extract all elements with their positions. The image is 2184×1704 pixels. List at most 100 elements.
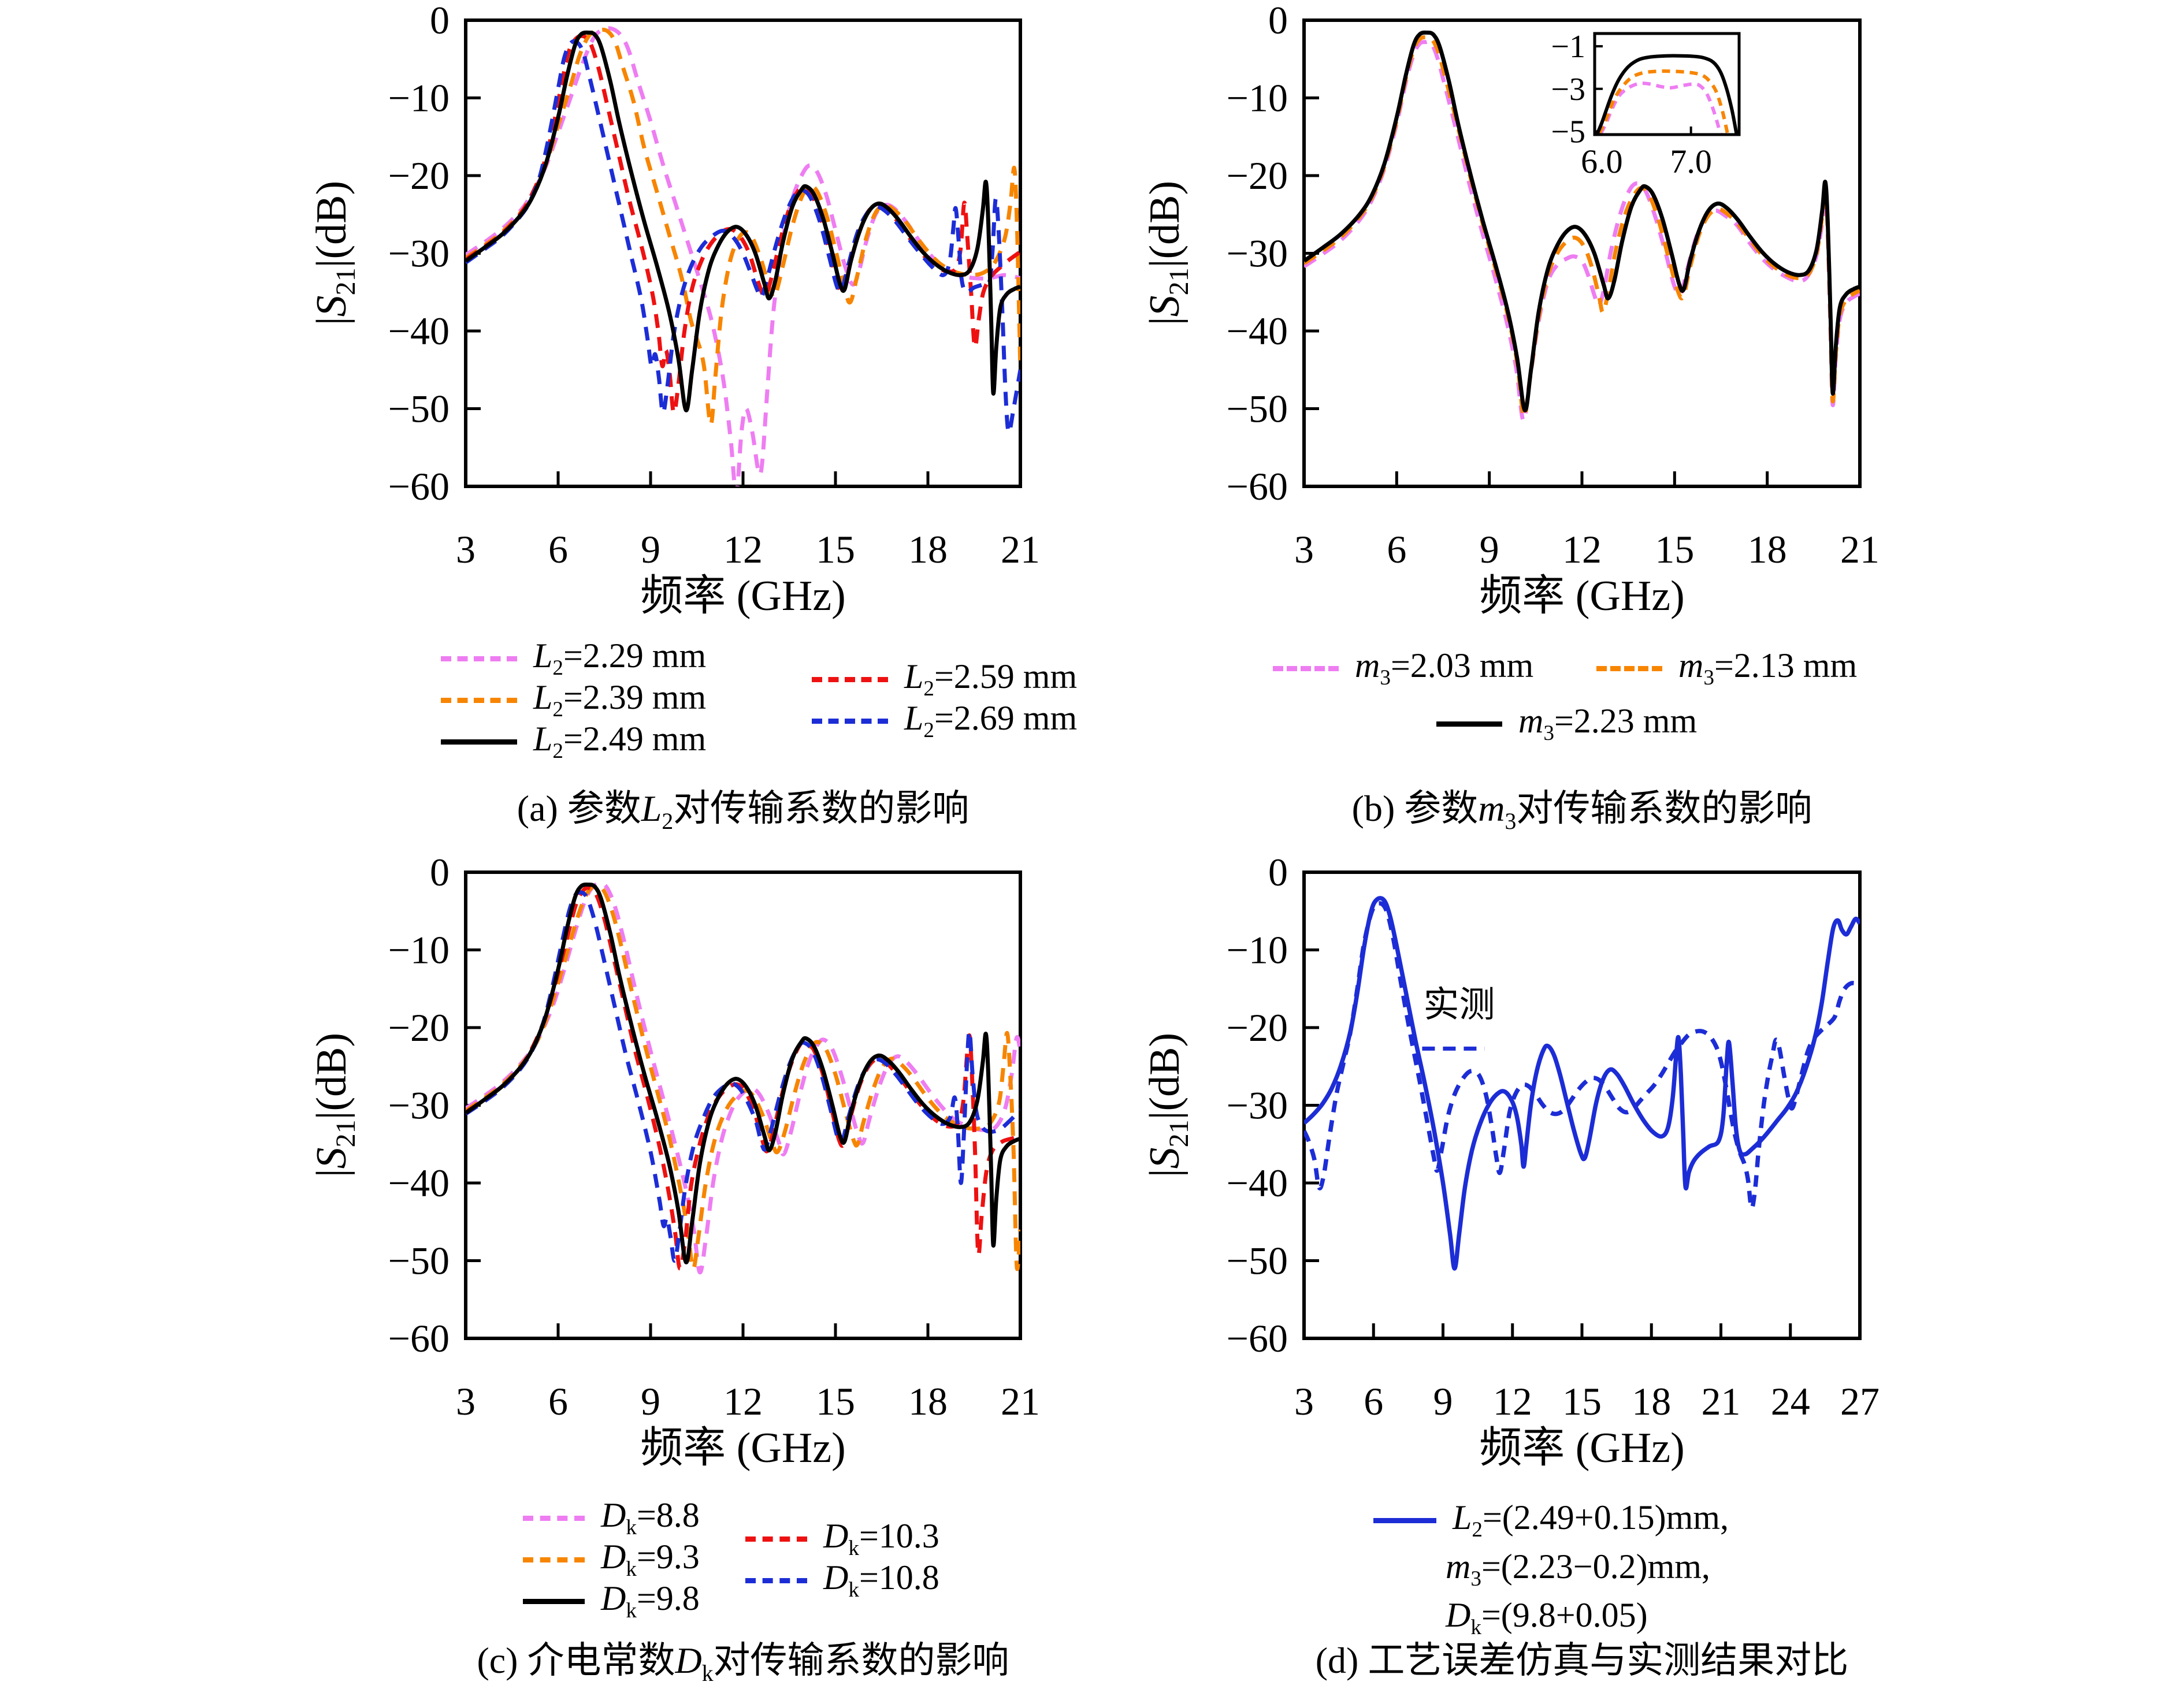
plot-b: 频率 (GHz) |S21|(dB) 3 6 9 12 15 18 21 0 −10 −20 −30…	[1141, 0, 1880, 620]
series-group-b	[1304, 30, 1860, 423]
series-group-c	[466, 881, 1020, 1275]
x-tick-label: 12	[723, 527, 763, 571]
y-tick-label: −30	[388, 232, 450, 276]
inset-y-tick-label: −5	[1551, 114, 1585, 150]
x-tick-label: 6	[548, 527, 568, 571]
inset-border	[1593, 32, 1741, 136]
series-Dk=10.3	[466, 886, 1020, 1271]
series-Dk=10.8	[466, 890, 1020, 1263]
axes-b: 3 6 9 12 15 18 21 0 −10 −20 −30 −40 −50 −60	[1227, 0, 1880, 571]
series-inset-m3=2.03mm	[1599, 81, 1722, 135]
y-tick-label: −30	[1227, 1084, 1288, 1128]
series-L2=2.39mm	[466, 27, 1020, 426]
plot-a: 频率 (GHz) |S21|(dB) 3 6 9 12 15 18 21 0 −10 −20 −30…	[308, 0, 1040, 620]
y-tick-label: 0	[430, 0, 450, 42]
y-tick-label: −10	[388, 76, 450, 120]
x-tick-label: 6	[1364, 1379, 1383, 1423]
x-tick-label: 12	[1493, 1379, 1532, 1423]
y-tick-label: −30	[388, 1084, 450, 1128]
axes-a: 3 6 9 12 15 18 21 0 −10 −20 −30 −40 −50 −60	[388, 0, 1040, 571]
x-tick-label: 21	[1840, 527, 1880, 571]
x-tick-label: 3	[456, 1379, 476, 1423]
x-tick-label: 21	[1001, 527, 1040, 571]
x-tick-label: 18	[1748, 527, 1787, 571]
x-axis-label: 频率 (GHz)	[640, 572, 846, 620]
series-group-d	[1304, 896, 1860, 1271]
y-tick-label: −50	[388, 387, 450, 431]
x-tick-label: 15	[1562, 1379, 1602, 1423]
x-tick-label: 3	[1294, 527, 1314, 571]
chart-panel-b: 频率 (GHz) |S21|(dB) 3 6 9 12 15 18 21 0 −10 −20 −30…	[1092, 0, 2184, 852]
y-tick-label: 0	[1268, 850, 1288, 894]
x-axis-label: 频率 (GHz)	[1479, 1424, 1685, 1472]
y-tick-label: −20	[388, 1006, 450, 1050]
y-tick-label: −60	[1227, 1316, 1288, 1360]
y-tick-label: −60	[1227, 464, 1288, 508]
series-group-a	[466, 26, 1020, 486]
series-Dk=9.8	[466, 882, 1020, 1264]
y-tick-label: −20	[1227, 1006, 1288, 1050]
series-Dk=8.8	[466, 881, 1020, 1275]
x-tick-label: 18	[908, 527, 948, 571]
y-tick-label: −40	[388, 1161, 450, 1205]
caption-a: (a) 参数L2对传输系数的影响	[517, 788, 970, 834]
series-m3=2.23mm	[1304, 30, 1860, 412]
y-tick-label: −30	[1227, 232, 1288, 276]
x-tick-label: 6	[1387, 527, 1406, 571]
series-L2=2.49mm	[466, 30, 1020, 412]
axes-d: 3 6 9 12 15 18 21 24 27 0 −10 −20 −30 −40 −50 −60	[1227, 850, 1880, 1423]
inset-y-tick-label: −3	[1551, 72, 1585, 107]
y-axis-label: |S21|(dB)	[308, 1033, 361, 1177]
x-tick-label: 3	[1294, 1379, 1314, 1423]
y-tick-label: 0	[430, 850, 450, 894]
x-axis-label: 频率 (GHz)	[640, 1424, 846, 1472]
y-tick-label: −20	[388, 154, 450, 198]
x-tick-label: 27	[1840, 1379, 1880, 1423]
series-measured	[1304, 901, 1860, 1211]
inset-x-tick-label: 6.0	[1581, 143, 1623, 180]
x-tick-label: 3	[456, 527, 476, 571]
plot-border	[1302, 870, 1862, 1340]
chart-panel-a: 频率 (GHz) |S21|(dB) 3 6 9 12 15 18 21 0 −10 −20 −30…	[0, 0, 1092, 852]
x-tick-label: 21	[1702, 1379, 1741, 1423]
caption-c: (c) 介电常数Dk对传输系数的影响	[477, 1640, 1009, 1686]
series-Dk=9.3	[466, 884, 1020, 1271]
y-tick-label: −10	[388, 928, 450, 972]
y-tick-label: −60	[388, 1316, 450, 1360]
y-tick-label: −50	[1227, 1239, 1288, 1283]
series-inset-m3=2.23mm	[1595, 54, 1739, 135]
plot-border	[1302, 18, 1862, 488]
y-tick-label: −40	[1227, 309, 1288, 353]
axes-c: 3 6 9 12 15 18 21 0 −10 −20 −30 −40 −50 −60	[388, 850, 1040, 1423]
plot-d: 频率 (GHz) |S21|(dB) 3 6 9 12 15 18 21 24 27 0 −10 −2…	[1141, 850, 1880, 1472]
inset-b: −1 −3 −56.0 7.0	[1551, 29, 1741, 180]
y-tick-label: −40	[388, 309, 450, 353]
y-tick-label: −40	[1227, 1161, 1288, 1205]
series-simulation	[1304, 896, 1860, 1271]
x-tick-label: 9	[641, 527, 660, 571]
inset-y-tick-label: −1	[1551, 29, 1585, 65]
x-tick-label: 9	[1433, 1379, 1453, 1423]
x-tick-label: 15	[1655, 527, 1694, 571]
series-inset-m3=2.13mm	[1598, 69, 1729, 135]
x-tick-label: 9	[641, 1379, 660, 1423]
x-tick-label: 12	[1562, 527, 1602, 571]
x-tick-label: 24	[1771, 1379, 1810, 1423]
y-tick-label: −10	[1227, 928, 1288, 972]
y-tick-label: 0	[1268, 0, 1288, 42]
x-tick-label: 15	[816, 527, 855, 571]
series-L2=2.59mm	[466, 34, 1020, 415]
caption-b: (b) 参数m3对传输系数的影响	[1351, 788, 1812, 834]
x-tick-label: 12	[723, 1379, 763, 1423]
y-axis-label: |S21|(dB)	[308, 181, 361, 325]
y-tick-label: −60	[388, 464, 450, 508]
x-axis-label: 频率 (GHz)	[1479, 572, 1685, 620]
inset-x-tick-label: 7.0	[1670, 143, 1712, 180]
x-tick-label: 18	[908, 1379, 948, 1423]
y-tick-label: −50	[1227, 387, 1288, 431]
x-tick-label: 21	[1001, 1379, 1040, 1423]
chart-panel-d: 频率 (GHz) |S21|(dB) 3 6 9 12 15 18 21 24 27 0 −10 −2…	[1092, 850, 2184, 1704]
x-tick-label: 18	[1632, 1379, 1671, 1423]
x-tick-label: 6	[548, 1379, 568, 1423]
